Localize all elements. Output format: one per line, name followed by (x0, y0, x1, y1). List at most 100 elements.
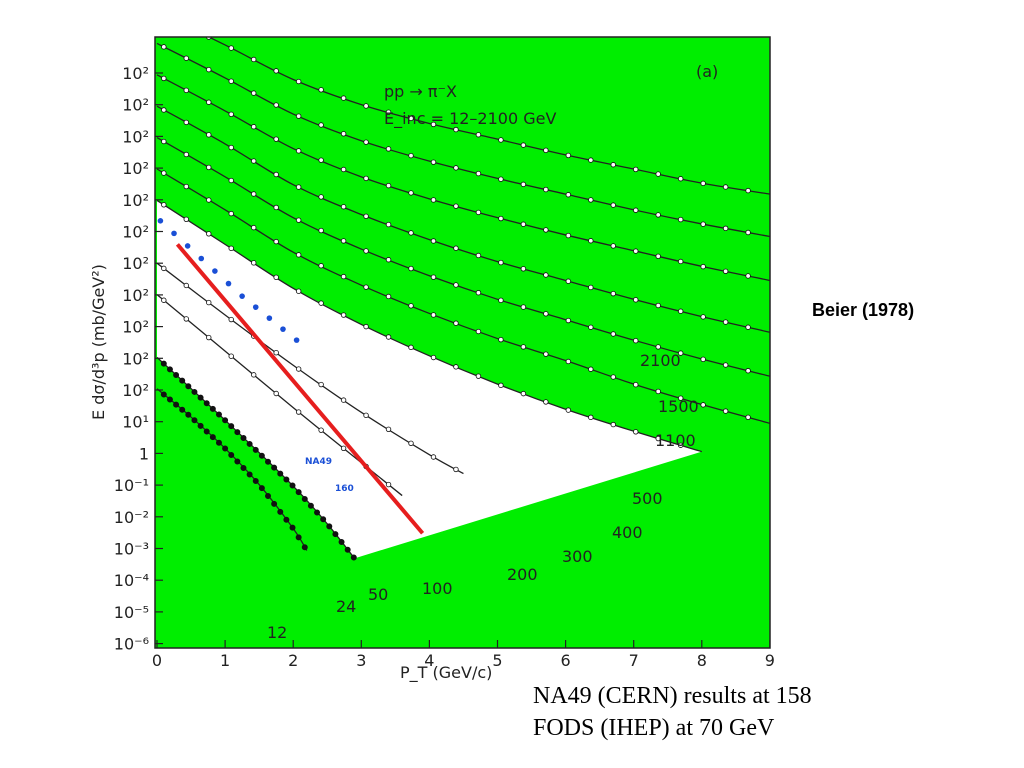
marker-300 (161, 170, 167, 176)
marker-2100 (228, 45, 234, 51)
marker-100 (363, 412, 369, 419)
panel-label: (a) (696, 62, 718, 81)
marker-1100 (273, 136, 279, 142)
marker-24 (197, 394, 204, 401)
marker-2100 (655, 171, 661, 177)
marker-24 (289, 482, 296, 489)
y-tick-label: 10² (122, 96, 149, 115)
marker-50 (206, 334, 212, 341)
marker-24 (246, 440, 253, 447)
na49-point (198, 255, 205, 262)
marker-1500 (206, 66, 212, 73)
marker-2100 (543, 147, 549, 154)
curve-1100 (156, 74, 770, 282)
y-tick-label: 10⁻³ (114, 540, 149, 559)
marker-24 (277, 470, 284, 477)
marker-200 (520, 390, 527, 397)
marker-12 (252, 477, 259, 484)
na49-point (225, 280, 232, 287)
marker-1500 (543, 186, 549, 193)
marker-500 (745, 324, 751, 330)
marker-500 (251, 158, 257, 164)
marker-2100 (722, 184, 729, 190)
marker-500 (453, 245, 459, 251)
marker-12 (283, 516, 290, 523)
y-axis-label: E dσ/d³p (mb/GeV²) (89, 264, 108, 420)
plot-frame (154, 36, 771, 649)
marker-1100 (633, 248, 639, 254)
y-tick-label: 10² (122, 349, 149, 368)
marker-24 (191, 388, 198, 395)
y-tick-label: 10¹ (122, 413, 149, 432)
marker-24 (295, 489, 302, 496)
marker-1100 (453, 203, 459, 209)
marker-400 (228, 177, 234, 184)
marker-24 (252, 446, 259, 453)
x-tick-label: 6 (561, 651, 571, 670)
marker-50 (340, 445, 347, 452)
marker-200 (385, 334, 392, 340)
marker-300 (677, 395, 684, 401)
marker-1100 (318, 157, 324, 163)
marker-200 (273, 274, 279, 281)
marker-1100 (520, 221, 527, 227)
marker-1500 (363, 139, 369, 145)
curve-2100 (207, 37, 770, 195)
marker-1500 (273, 102, 279, 108)
marker-2100 (295, 78, 302, 85)
marker-100 (183, 282, 189, 289)
energy-label-400: 400 (612, 523, 643, 542)
marker-1500 (453, 165, 459, 171)
marker-50 (295, 409, 302, 415)
y-tick-label: 10² (122, 381, 149, 400)
marker-400 (498, 297, 504, 304)
marker-1100 (475, 209, 482, 216)
marker-2100 (520, 142, 527, 148)
marker-200 (610, 421, 616, 428)
marker-12 (246, 471, 253, 478)
marker-400 (385, 257, 392, 263)
marker-2100 (700, 180, 706, 187)
marker-24 (209, 405, 216, 412)
marker-200 (183, 216, 189, 223)
marker-100 (408, 440, 414, 446)
marker-500 (700, 314, 706, 320)
marker-300 (520, 344, 527, 350)
marker-500 (655, 302, 661, 309)
marker-50 (251, 372, 257, 378)
marker-400 (161, 138, 167, 145)
marker-500 (610, 290, 616, 297)
marker-24 (215, 411, 222, 418)
marker-12 (271, 500, 278, 507)
na49-point (157, 218, 164, 224)
marker-500 (161, 107, 167, 113)
marker-12 (191, 417, 198, 424)
marker-100 (161, 265, 167, 272)
energy-label-24: 24 (336, 597, 356, 616)
marker-400 (318, 227, 324, 234)
marker-1500 (430, 159, 437, 165)
y-tick-label: 10² (122, 254, 149, 273)
x-tick-label: 4 (424, 651, 434, 670)
note-na49: NA49 (CERN) results at 158 (533, 683, 812, 709)
marker-200 (430, 354, 437, 361)
marker-2100 (385, 109, 392, 115)
marker-24 (203, 400, 210, 407)
marker-200 (588, 414, 594, 421)
marker-200 (633, 429, 639, 435)
y-tick-label: 10⁻⁶ (114, 635, 149, 654)
marker-12 (197, 422, 204, 429)
marker-400 (722, 362, 729, 368)
marker-2100 (475, 132, 482, 138)
marker-24 (271, 464, 278, 471)
marker-400 (251, 191, 257, 197)
marker-500 (183, 119, 189, 126)
marker-500 (408, 230, 414, 236)
marker-50 (228, 353, 234, 359)
marker-1100 (498, 215, 504, 222)
marker-500 (520, 266, 527, 272)
x-tick-label: 7 (629, 651, 639, 670)
marker-1500 (677, 216, 684, 223)
marker-100 (228, 316, 234, 323)
marker-1500 (251, 90, 257, 96)
